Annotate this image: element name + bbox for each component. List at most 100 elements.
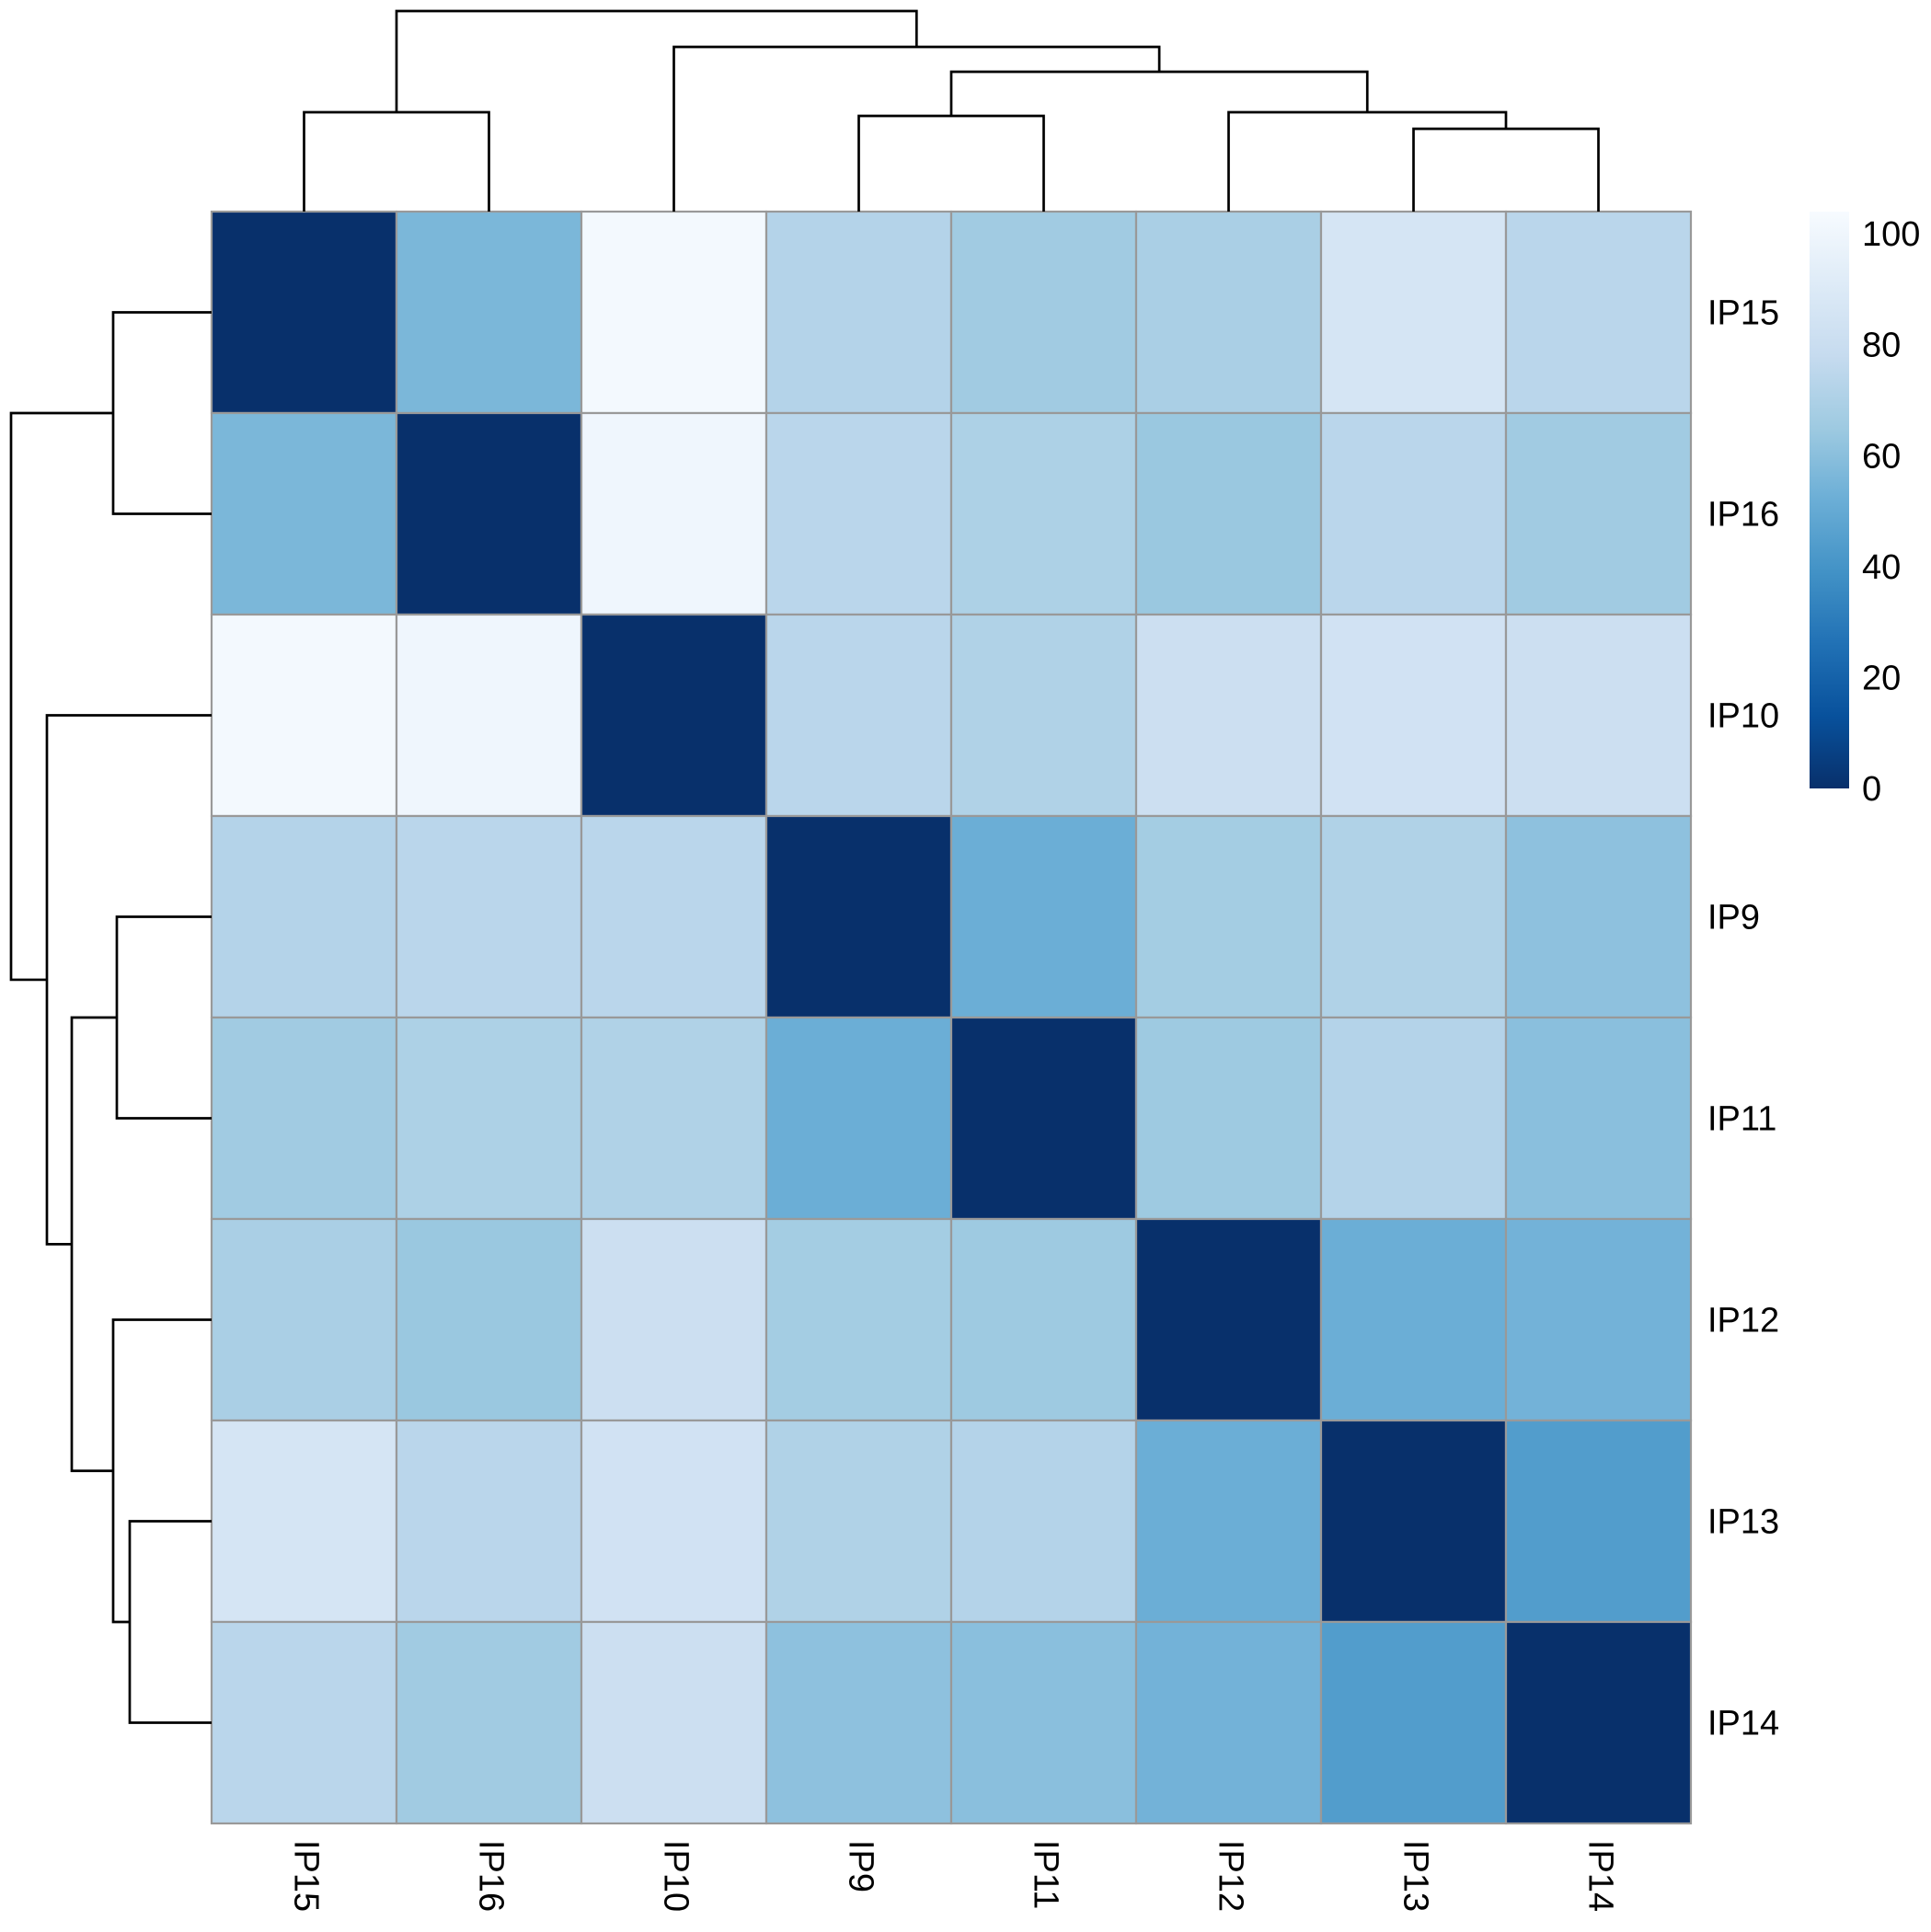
heatmap-cell-IP16-IP11	[949, 411, 1138, 616]
heatmap-cell-IP16-IP14	[1504, 411, 1693, 616]
heatmap-cell-IP13-IP13	[1319, 1419, 1508, 1624]
heatmap-cell-IP10-IP10	[580, 613, 768, 818]
heatmap-cell-IP16-IP16	[395, 411, 583, 616]
heatmap-cell-IP9-IP11	[949, 814, 1138, 1019]
heatmap-cell-IP13-IP9	[764, 1419, 953, 1624]
heatmap-cell-IP15-IP11	[949, 210, 1138, 415]
column-dendrogram	[303, 9, 1600, 212]
heatmap-cell-IP12-IP16	[395, 1217, 583, 1422]
column-dendrogram-branch	[303, 110, 490, 212]
heatmap-cell-IP15-IP13	[1319, 210, 1508, 415]
color-legend-bar	[1810, 212, 1849, 788]
legend-tick-label: 20	[1862, 659, 1901, 697]
heatmap-cell-IP11-IP13	[1319, 1016, 1508, 1221]
heatmap-cell-IP15-IP14	[1504, 210, 1693, 415]
heatmap-cell-IP9-IP13	[1319, 814, 1508, 1019]
heatmap-cell-IP12-IP13	[1319, 1217, 1508, 1422]
heatmap-cell-IP15-IP12	[1134, 210, 1323, 415]
heatmap-cell-IP16-IP12	[1134, 411, 1323, 616]
heatmap-cell-IP13-IP14	[1504, 1419, 1693, 1624]
row-label: IP14	[1707, 1705, 1779, 1743]
heatmap-cell-IP10-IP15	[210, 613, 398, 818]
row-dendrogram-branch	[111, 1318, 212, 1624]
row-label: IP9	[1707, 899, 1760, 937]
heatmap-cell-IP16-IP13	[1319, 411, 1508, 616]
row-label: IP15	[1707, 294, 1779, 333]
heatmap-cell-IP15-IP9	[764, 210, 953, 415]
heatmap-cell-IP14-IP15	[210, 1620, 398, 1825]
heatmap-cell-IP9-IP14	[1504, 814, 1693, 1019]
heatmap-cell-IP11-IP12	[1134, 1016, 1323, 1221]
row-label: IP16	[1707, 496, 1779, 535]
heatmap-cell-IP13-IP12	[1134, 1419, 1323, 1624]
heatmap-cell-IP9-IP10	[580, 814, 768, 1019]
heatmap-cell-IP10-IP14	[1504, 613, 1693, 818]
row-dendrogram-branch	[9, 411, 113, 982]
row-dendrogram-branch	[111, 311, 212, 515]
heatmap-cell-IP10-IP12	[1134, 613, 1323, 818]
column-label: IP15	[286, 1840, 325, 1912]
heatmap-cell-IP14-IP9	[764, 1620, 953, 1825]
heatmap-cell-IP13-IP11	[949, 1419, 1138, 1624]
heatmap-cell-IP15-IP15	[210, 210, 398, 415]
column-label: IP16	[471, 1840, 510, 1912]
column-dendrogram-branch	[395, 9, 918, 112]
legend-tick-label: 80	[1862, 327, 1901, 365]
legend-tick-label: 60	[1862, 437, 1901, 476]
heatmap-cell-IP11-IP15	[210, 1016, 398, 1221]
heatmap-cell-IP11-IP9	[764, 1016, 953, 1221]
heatmap-cell-IP11-IP14	[1504, 1016, 1693, 1221]
column-label: IP9	[841, 1840, 879, 1892]
heatmap-cell-IP13-IP10	[580, 1419, 768, 1624]
heatmap-cell-IP12-IP14	[1504, 1217, 1693, 1422]
heatmap-cell-IP12-IP11	[949, 1217, 1138, 1422]
heatmap-cell-IP12-IP10	[580, 1217, 768, 1422]
heatmap-cells	[210, 210, 1693, 1825]
heatmap-cell-IP14-IP13	[1319, 1620, 1508, 1825]
row-label: IP13	[1707, 1503, 1779, 1542]
column-label: IP14	[1580, 1840, 1619, 1912]
heatmap-cell-IP9-IP16	[395, 814, 583, 1019]
heatmap-cell-IP14-IP11	[949, 1620, 1138, 1825]
column-labels: IP15 IP16 IP10 IP9 IP11 IP12 IP13 IP14	[286, 1840, 1619, 1912]
row-label: IP10	[1707, 697, 1779, 736]
legend-tick-label: 40	[1862, 548, 1901, 587]
heatmap-cell-IP13-IP15	[210, 1419, 398, 1624]
heatmap-cell-IP13-IP16	[395, 1419, 583, 1624]
legend-tick-label: 100	[1862, 215, 1920, 254]
column-label: IP10	[656, 1840, 695, 1912]
column-dendrogram-branch	[857, 114, 1045, 212]
row-labels: IP15 IP16 IP10 IP9 IP11 IP12 IP13 IP14	[1707, 294, 1779, 1743]
heatmap-cell-IP9-IP9	[764, 814, 953, 1019]
heatmap-cell-IP16-IP15	[210, 411, 398, 616]
heatmap-cell-IP14-IP16	[395, 1620, 583, 1825]
column-label: IP13	[1396, 1840, 1434, 1912]
heatmap-cell-IP14-IP10	[580, 1620, 768, 1825]
heatmap-cell-IP16-IP10	[580, 411, 768, 616]
column-dendrogram-branch	[949, 70, 1369, 116]
heatmap-cell-IP16-IP9	[764, 411, 953, 616]
heatmap-cell-IP10-IP9	[764, 613, 953, 818]
heatmap-cell-IP11-IP11	[949, 1016, 1138, 1221]
heatmap-cell-IP10-IP13	[1319, 613, 1508, 818]
column-dendrogram-branch	[1227, 110, 1508, 212]
row-label: IP11	[1707, 1100, 1776, 1139]
row-dendrogram	[9, 311, 212, 1724]
color-legend: 0 20 40 60 80 100	[1810, 212, 1920, 809]
heatmap-cell-IP12-IP12	[1134, 1217, 1323, 1422]
heatmap-cell-IP11-IP16	[395, 1016, 583, 1221]
heatmap-cell-IP14-IP12	[1134, 1620, 1323, 1825]
column-dendrogram-branch	[1412, 127, 1600, 212]
heatmap-cell-IP9-IP15	[210, 814, 398, 1019]
heatmap-cell-IP12-IP9	[764, 1217, 953, 1422]
heatmap-cell-IP10-IP11	[949, 613, 1138, 818]
heatmap-cell-IP15-IP16	[395, 210, 583, 415]
heatmap-cell-IP12-IP15	[210, 1217, 398, 1422]
column-label: IP12	[1211, 1840, 1249, 1912]
row-label: IP12	[1707, 1302, 1779, 1340]
legend-tick-label: 0	[1862, 770, 1881, 809]
heatmap-cell-IP10-IP16	[395, 613, 583, 818]
heatmap-cell-IP11-IP10	[580, 1016, 768, 1221]
row-dendrogram-branch	[128, 1520, 212, 1724]
